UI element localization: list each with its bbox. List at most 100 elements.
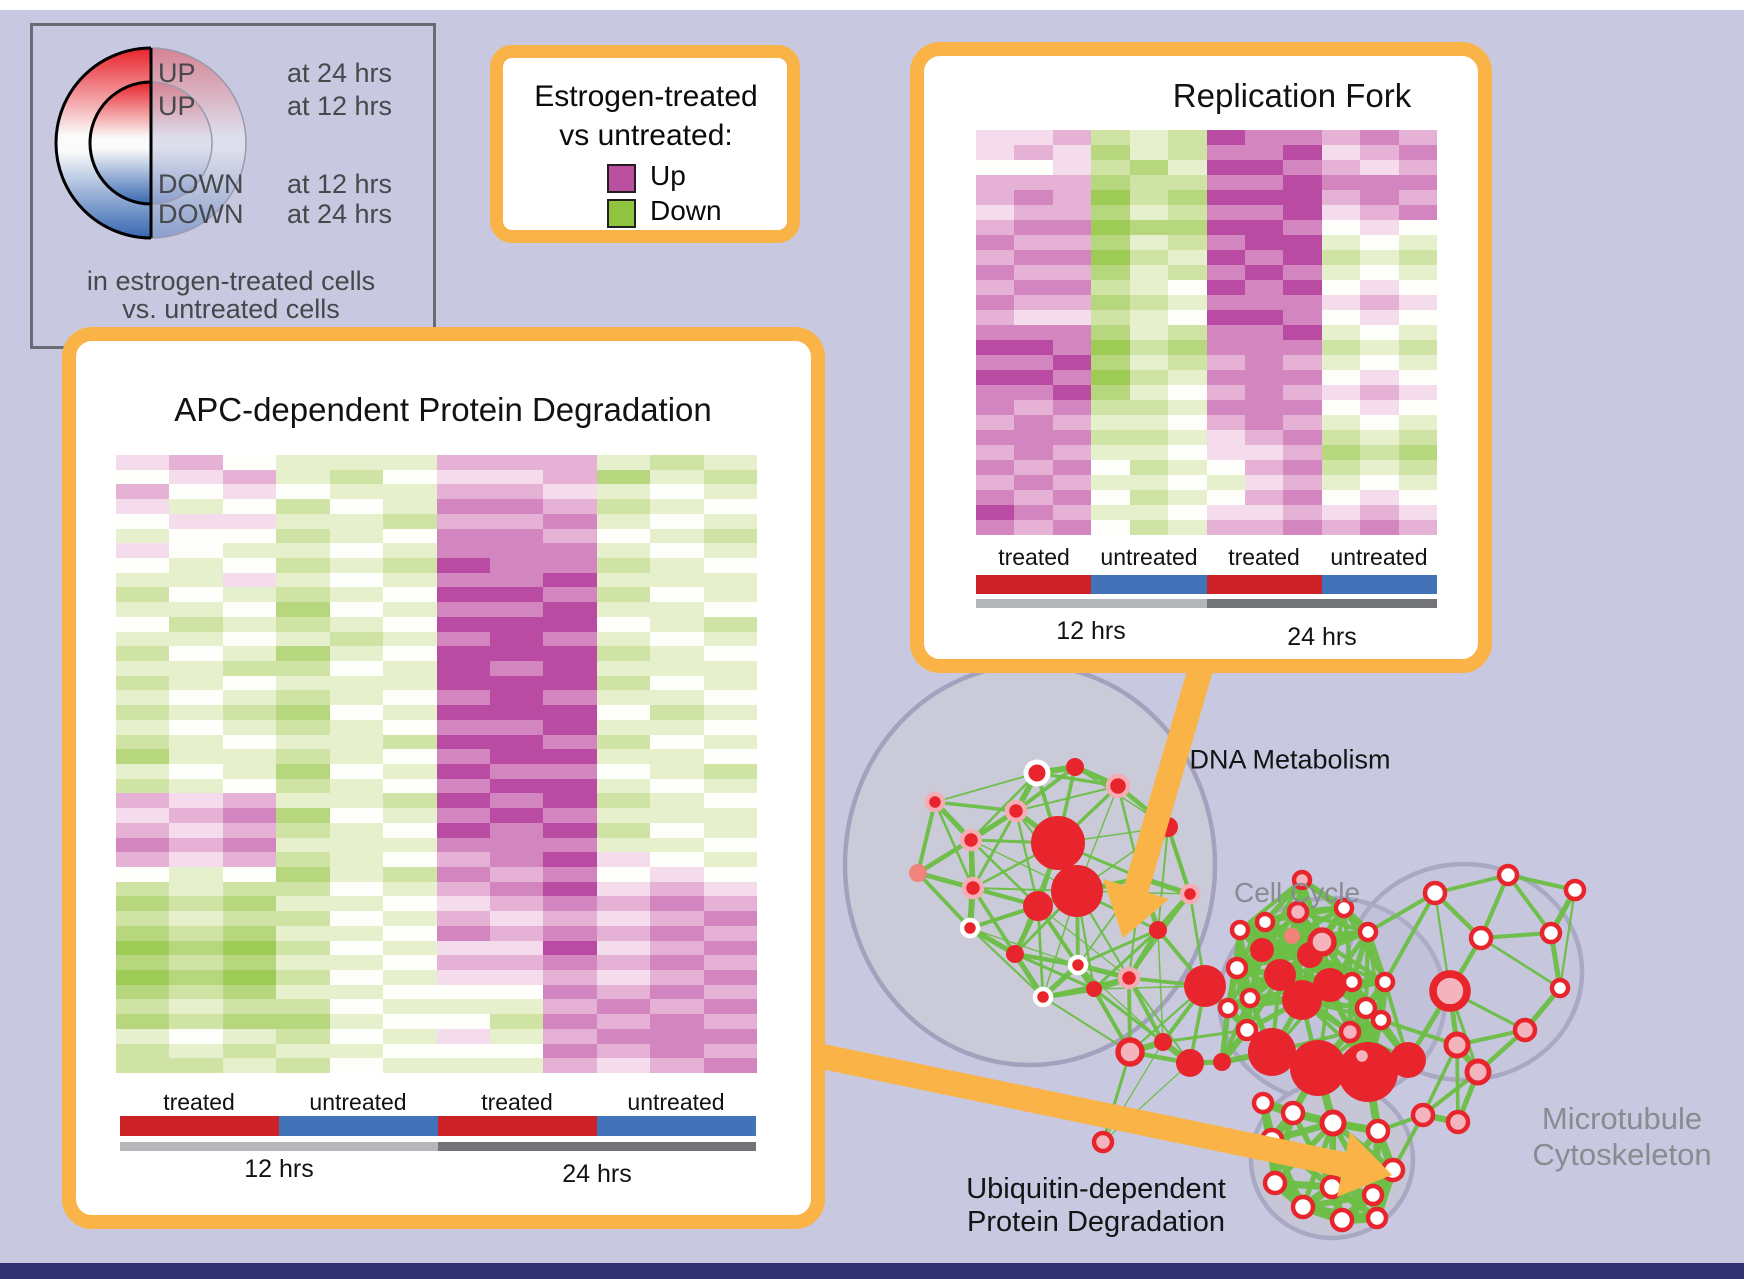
heatmap-cell — [1168, 430, 1207, 445]
heatmap-cell — [703, 778, 757, 794]
heatmap-cell — [1398, 130, 1437, 145]
heatmap-cell — [703, 1058, 757, 1073]
heatmap-cell — [276, 984, 330, 1000]
heatmap-cell — [222, 499, 277, 514]
heatmap-cell — [596, 1014, 651, 1029]
heatmap-cell — [436, 528, 490, 544]
heatmap-cell — [489, 528, 544, 544]
heatmap-cell — [222, 1014, 277, 1029]
heatmap-cell — [276, 513, 330, 529]
heatmap-cell — [116, 984, 170, 1000]
heatmap-cell — [1091, 475, 1130, 490]
gene-node-cellcycle — [1286, 900, 1310, 924]
heatmap-cell — [276, 940, 330, 956]
heatmap-cell — [1244, 385, 1284, 400]
heatmap-cell — [976, 460, 1015, 475]
heatmap-cell — [1168, 415, 1207, 430]
updown-row2-time: at 12 hrs — [286, 91, 392, 121]
heatmap-cell — [650, 1028, 704, 1044]
heatmap-cell — [383, 705, 437, 720]
heatmap-cell — [1360, 205, 1399, 220]
heatmap-cell — [703, 1043, 757, 1059]
heatmap-cell — [1398, 340, 1437, 355]
heatmap-cell — [383, 690, 437, 706]
heatmap-cell — [596, 764, 651, 779]
heatmap-cell — [1206, 415, 1245, 430]
heatmap-cell — [976, 265, 1015, 280]
heatmap-cell — [1129, 220, 1169, 235]
heatmap-cell — [1014, 475, 1053, 490]
heatmap-cell — [1398, 520, 1437, 535]
heatmap-cell — [1360, 415, 1399, 430]
estrogen-legend-title-line1: Estrogen-treated — [534, 80, 758, 113]
heatmap-cell — [169, 616, 223, 632]
heatmap-cell — [703, 690, 757, 706]
heatmap-cell — [543, 734, 597, 750]
heatmap-cell — [1283, 160, 1322, 175]
heatmap-cell — [329, 1043, 384, 1059]
heatmap-cell — [596, 970, 651, 985]
heatmap-cell — [436, 455, 490, 470]
heatmap-cell — [222, 749, 277, 764]
heatmap-cell — [650, 661, 704, 676]
heatmap-cell — [1014, 130, 1053, 145]
heatmap-cell — [383, 940, 437, 956]
heatmap-cell — [383, 528, 437, 544]
heatmap-cell — [1244, 460, 1284, 475]
heatmap-cell — [436, 543, 490, 558]
heatmap-cell — [1360, 280, 1399, 295]
heatmap-cell — [1283, 415, 1322, 430]
heatmap-cell — [1091, 295, 1130, 310]
heatmap-cell — [650, 793, 704, 809]
apc-group-label-1: treated — [163, 1089, 235, 1115]
heatmap-cell — [436, 749, 490, 764]
heatmap-cell — [489, 1043, 544, 1059]
heatmap-cell — [596, 793, 651, 809]
heatmap-cell — [1168, 145, 1207, 160]
heatmap-cell — [383, 616, 437, 632]
heatmap-cell — [650, 778, 704, 794]
heatmap-cell — [1014, 355, 1053, 370]
heatmap-cell — [543, 970, 597, 985]
heatmap-cell — [703, 528, 757, 544]
heatmap-cell — [222, 558, 277, 573]
heatmap-cell — [1283, 370, 1322, 385]
heatmap-cell — [596, 896, 651, 912]
heatmap-cell — [650, 469, 704, 485]
heatmap-cell — [1206, 325, 1245, 340]
heatmap-cell — [169, 984, 223, 1000]
heatmap-cell — [543, 1028, 597, 1044]
heatmap-cell — [222, 719, 277, 735]
heatmap-cell — [703, 513, 757, 529]
heatmap-cell — [1283, 190, 1322, 205]
heatmap-cell — [1360, 355, 1399, 370]
heatmap-cell — [596, 719, 651, 735]
heatmap-cell — [276, 925, 330, 941]
heatmap-cell — [169, 1058, 223, 1073]
heatmap-cell — [650, 587, 704, 603]
heatmap-cell — [1014, 160, 1053, 175]
heatmap-cell — [1321, 490, 1361, 505]
heatmap-cell — [116, 1043, 170, 1059]
heatmap-cell — [436, 778, 490, 794]
heatmap-cell — [169, 749, 223, 764]
heatmap-cell — [222, 925, 277, 941]
heatmap-cell — [1052, 325, 1092, 340]
heatmap-cell — [1244, 430, 1284, 445]
rf-untreated-bar-24h — [1322, 575, 1437, 594]
heatmap-cell — [1014, 520, 1053, 535]
heatmap-cell — [1206, 355, 1245, 370]
heatmap-cell — [596, 881, 651, 897]
heatmap-cell — [436, 469, 490, 485]
heatmap-cell — [543, 852, 597, 867]
heatmap-cell — [976, 445, 1015, 460]
updown-row4-time: at 24 hrs — [286, 199, 392, 229]
heatmap-cell — [703, 940, 757, 956]
heatmap-cell — [650, 1058, 704, 1073]
heatmap-cell — [596, 822, 651, 838]
heatmap-cell — [383, 955, 437, 970]
heatmap-cell — [1091, 460, 1130, 475]
heatmap-cell — [169, 499, 223, 514]
heatmap-cell — [436, 955, 490, 970]
gene-node-microtubule — [1468, 925, 1494, 951]
